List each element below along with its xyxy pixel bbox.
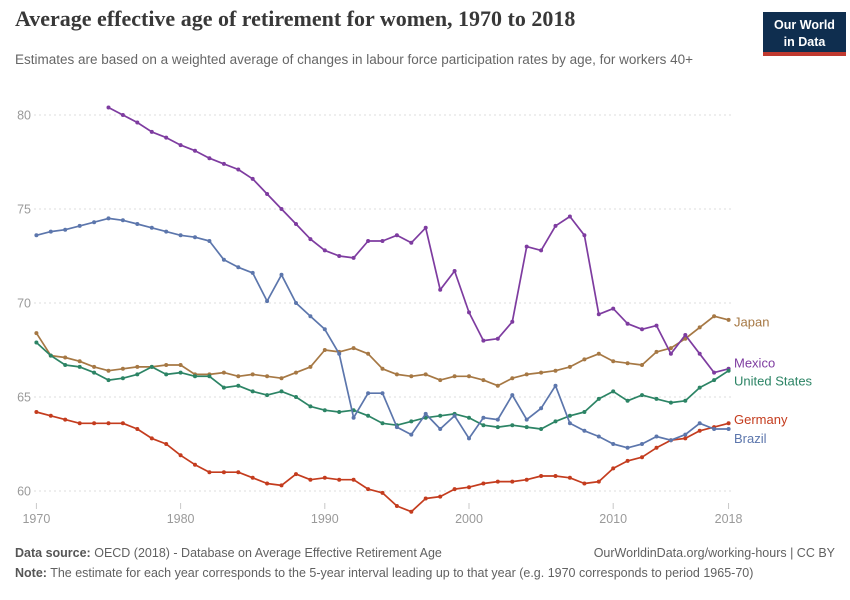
x-tick-label-1980: 1980	[167, 512, 195, 526]
y-tick-label-70: 70	[17, 297, 31, 311]
x-tick-label-2000: 2000	[455, 512, 483, 526]
x-tick-label-2018: 2018	[715, 512, 743, 526]
series-label-japan[interactable]: Japan	[734, 314, 769, 329]
page-title: Average effective age of retirement for …	[15, 6, 576, 31]
series-line-united-states	[35, 341, 730, 430]
x-tick-label-1970: 1970	[22, 512, 50, 526]
y-tick-label-65: 65	[17, 391, 31, 405]
chart-footer: Data source: OECD (2018) - Database on A…	[15, 546, 835, 580]
y-tick-label-80: 80	[17, 109, 31, 123]
data-source-label: Data source:	[15, 546, 91, 560]
series-label-united-states[interactable]: United States	[734, 374, 813, 389]
owid-logo-text: Our World in Data	[763, 12, 846, 52]
series-label-brazil[interactable]: Brazil	[734, 431, 767, 446]
series-label-mexico[interactable]: Mexico	[734, 356, 775, 371]
data-source: Data source: OECD (2018) - Database on A…	[15, 546, 442, 560]
y-tick-label-75: 75	[17, 203, 31, 217]
owid-logo[interactable]: Our World in Data	[763, 12, 846, 56]
x-tick-label-1990: 1990	[311, 512, 339, 526]
owid-license-link[interactable]: OurWorldinData.org/working-hours | CC BY	[593, 546, 835, 560]
series-line-brazil	[35, 217, 730, 449]
logo-red-bar	[763, 52, 846, 56]
series-points-mexico	[106, 105, 731, 375]
series-label-germany[interactable]: Germany	[734, 412, 788, 427]
series-points-japan	[34, 314, 731, 388]
chart-note: Note: The estimate for each year corresp…	[15, 566, 754, 580]
x-tick-label-2010: 2010	[599, 512, 627, 526]
note-label: Note:	[15, 566, 47, 580]
series-line-mexico	[107, 106, 730, 374]
y-tick-label-60: 60	[17, 485, 31, 499]
series-points-united-states	[34, 340, 731, 431]
series-line-japan	[35, 315, 730, 387]
series-line-germany	[35, 411, 730, 513]
series-points-brazil	[34, 216, 731, 450]
retirement-age-line-chart: 60 65 70 75 80 1970 1980 1990 2000 2010 2018 Japan M…	[17, 105, 813, 526]
series-points-germany	[34, 410, 731, 514]
chart-subtitle: Estimates are based on a weighted averag…	[15, 52, 694, 67]
